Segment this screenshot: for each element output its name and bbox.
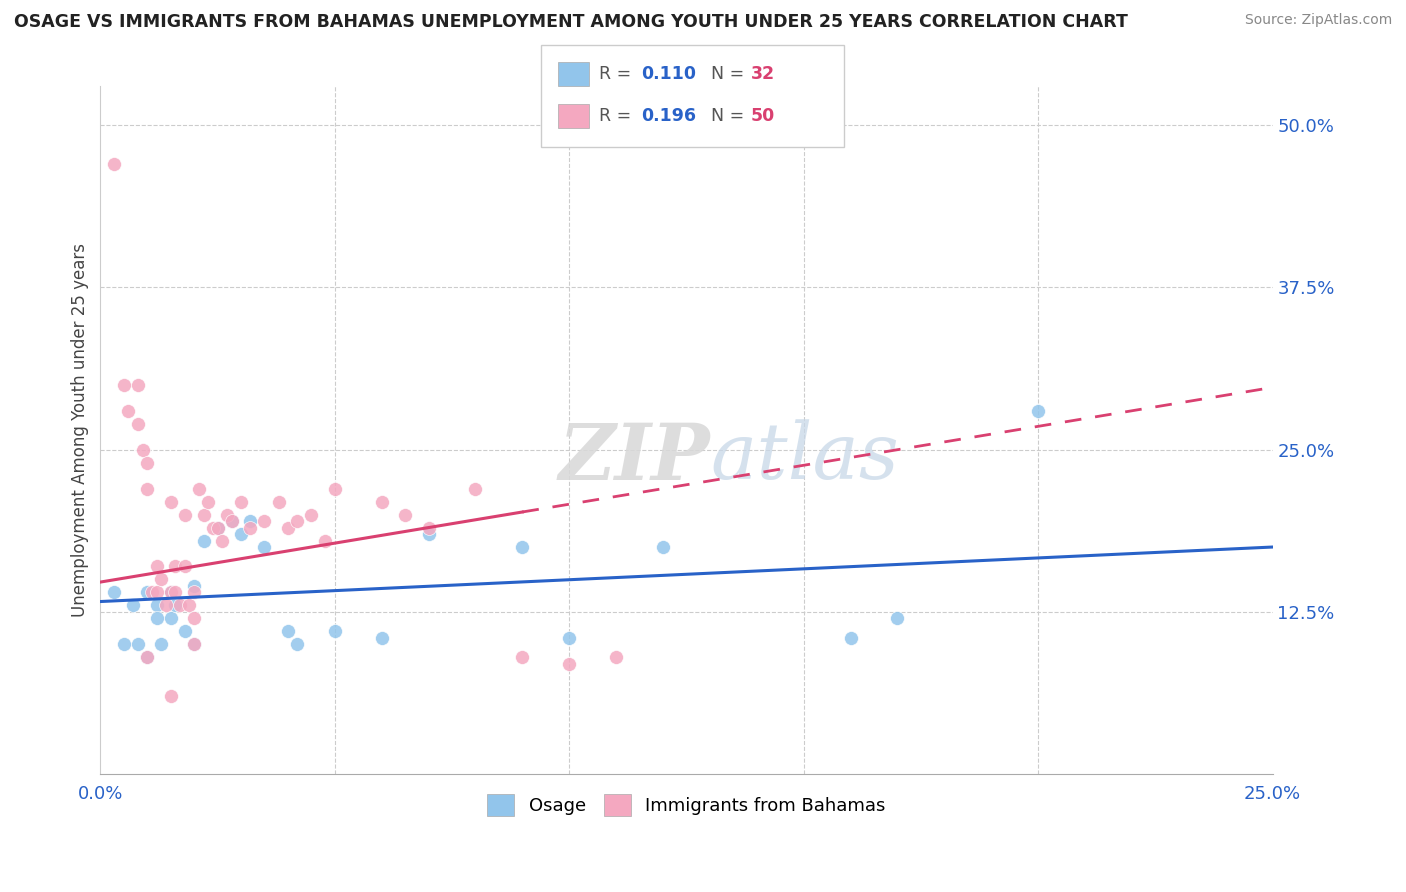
Point	[323, 482, 346, 496]
Point	[253, 540, 276, 554]
Point	[215, 508, 238, 522]
Text: 32: 32	[751, 65, 775, 83]
Point	[103, 157, 125, 171]
Point	[605, 650, 627, 665]
Point	[122, 599, 145, 613]
Point	[173, 508, 195, 522]
Point	[159, 494, 181, 508]
Point	[197, 494, 219, 508]
Text: 0.196: 0.196	[641, 107, 696, 125]
Point	[127, 637, 149, 651]
Point	[183, 637, 205, 651]
Point	[193, 533, 215, 548]
Point	[127, 377, 149, 392]
Point	[159, 585, 181, 599]
Point	[103, 585, 125, 599]
Point	[169, 599, 191, 613]
Point	[183, 585, 205, 599]
Point	[131, 442, 153, 457]
Point	[141, 585, 163, 599]
Point	[183, 637, 205, 651]
Point	[370, 631, 392, 645]
Point	[267, 494, 290, 508]
Point	[136, 585, 159, 599]
Point	[394, 508, 416, 522]
Text: ZIP: ZIP	[558, 419, 710, 496]
Point	[277, 520, 299, 534]
Point	[179, 599, 201, 613]
Point	[117, 404, 139, 418]
Point	[239, 520, 262, 534]
Point	[839, 631, 862, 645]
Point	[145, 559, 167, 574]
Text: 50: 50	[751, 107, 775, 125]
Point	[145, 585, 167, 599]
Point	[165, 585, 187, 599]
Point	[299, 508, 322, 522]
Point	[512, 540, 534, 554]
Point	[277, 624, 299, 639]
Point	[136, 650, 159, 665]
Point	[323, 624, 346, 639]
Point	[418, 527, 440, 541]
Point	[229, 527, 252, 541]
Text: N =: N =	[700, 65, 749, 83]
Point	[207, 520, 229, 534]
Point	[1026, 404, 1049, 418]
Point	[285, 637, 308, 651]
Point	[201, 520, 224, 534]
Point	[370, 494, 392, 508]
Point	[464, 482, 486, 496]
Text: N =: N =	[700, 107, 749, 125]
Point	[211, 533, 233, 548]
Point	[229, 494, 252, 508]
Point	[150, 637, 173, 651]
Text: Source: ZipAtlas.com: Source: ZipAtlas.com	[1244, 13, 1392, 28]
Point	[145, 611, 167, 625]
Point	[173, 559, 195, 574]
Point	[886, 611, 908, 625]
Point	[127, 417, 149, 431]
Point	[112, 637, 135, 651]
Point	[285, 514, 308, 528]
Point	[558, 657, 581, 671]
Point	[173, 624, 195, 639]
Point	[136, 482, 159, 496]
Point	[183, 611, 205, 625]
Point	[652, 540, 675, 554]
Point	[165, 599, 187, 613]
Point	[155, 599, 177, 613]
Point	[159, 690, 181, 704]
Point	[165, 559, 187, 574]
Text: R =: R =	[599, 107, 637, 125]
Point	[221, 514, 243, 528]
Point	[145, 599, 167, 613]
Text: OSAGE VS IMMIGRANTS FROM BAHAMAS UNEMPLOYMENT AMONG YOUTH UNDER 25 YEARS CORRELA: OSAGE VS IMMIGRANTS FROM BAHAMAS UNEMPLO…	[14, 13, 1128, 31]
Text: atlas: atlas	[710, 419, 898, 496]
Point	[193, 508, 215, 522]
Text: R =: R =	[599, 65, 637, 83]
Point	[253, 514, 276, 528]
Point	[187, 482, 209, 496]
Legend: Osage, Immigrants from Bahamas: Osage, Immigrants from Bahamas	[479, 787, 893, 823]
Point	[512, 650, 534, 665]
Point	[221, 514, 243, 528]
Y-axis label: Unemployment Among Youth under 25 years: Unemployment Among Youth under 25 years	[72, 244, 89, 617]
Point	[418, 520, 440, 534]
Point	[183, 579, 205, 593]
Text: 0.110: 0.110	[641, 65, 696, 83]
Point	[112, 377, 135, 392]
Point	[159, 585, 181, 599]
Point	[136, 456, 159, 470]
Point	[150, 573, 173, 587]
Point	[207, 520, 229, 534]
Point	[159, 611, 181, 625]
Point	[558, 631, 581, 645]
Point	[239, 514, 262, 528]
Point	[136, 650, 159, 665]
Point	[314, 533, 336, 548]
